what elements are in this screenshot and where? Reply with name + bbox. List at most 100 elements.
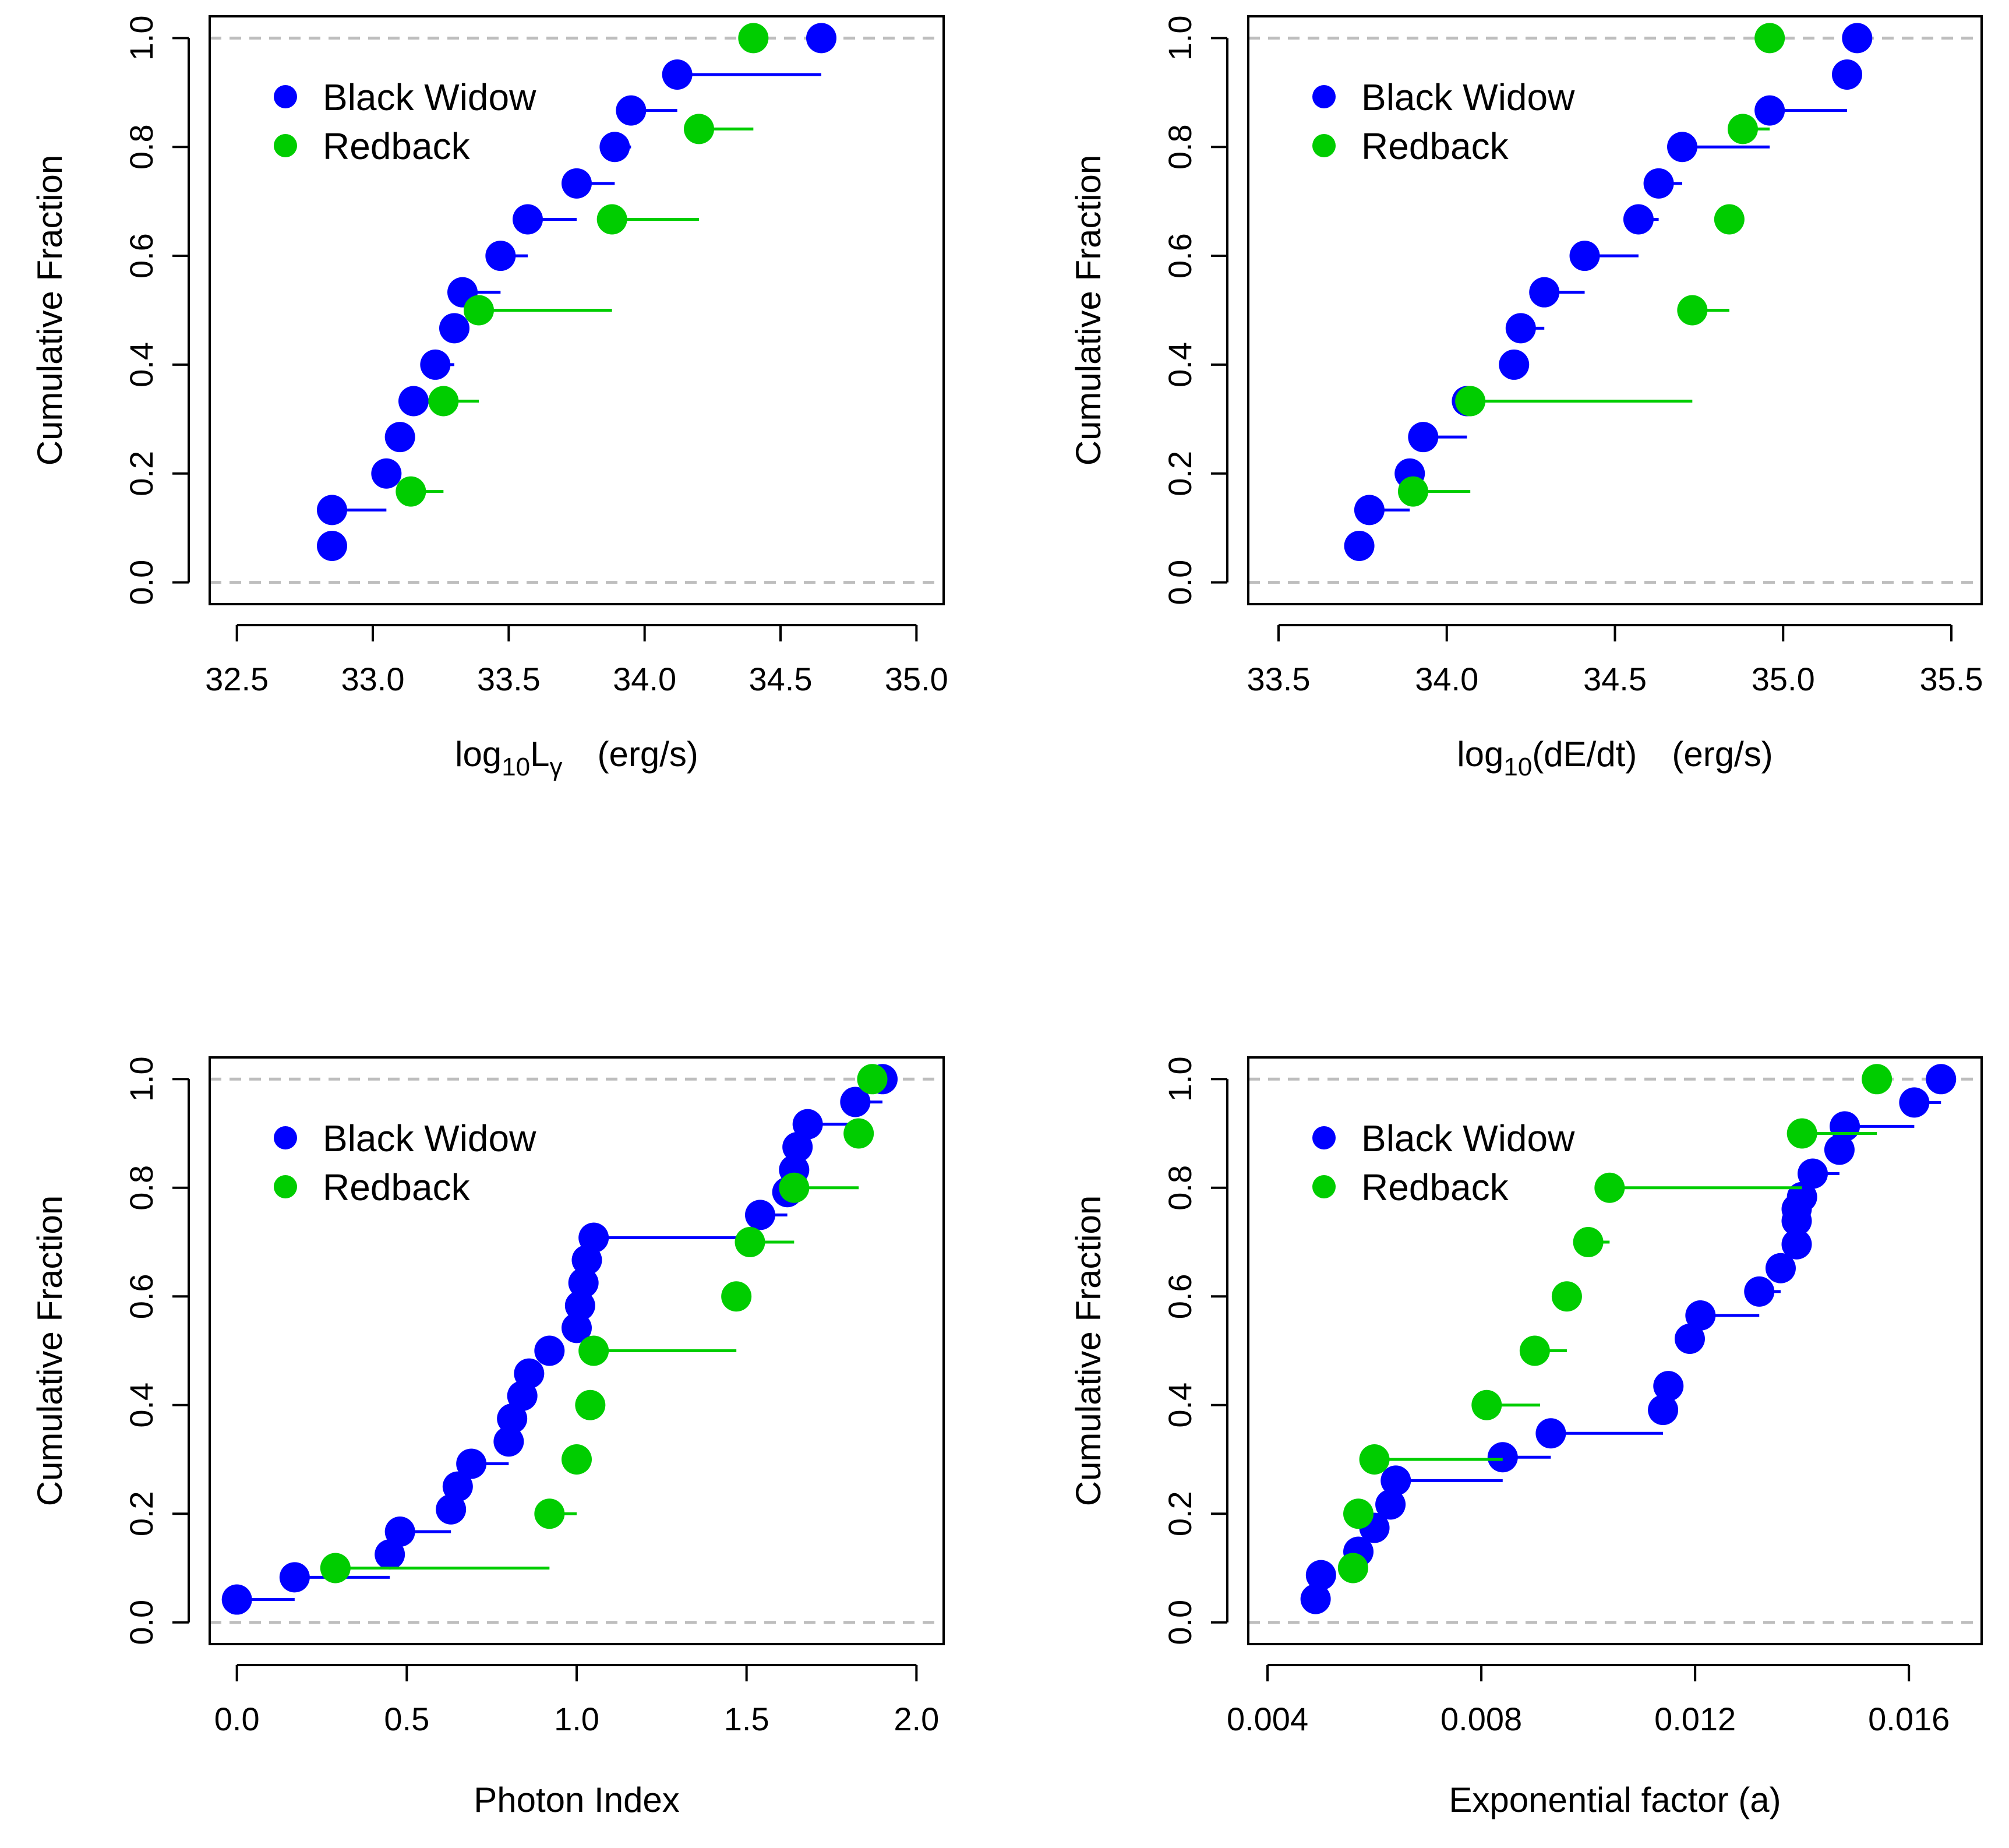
redback-point (534, 1498, 565, 1529)
black-widow-point (568, 1267, 599, 1298)
black-widow-point (1300, 1584, 1331, 1614)
x-axis-title: Photon Index (474, 1780, 680, 1819)
black-widow-point (442, 1471, 473, 1502)
redback-point (1397, 476, 1428, 507)
y-tick-label: 0.4 (1161, 342, 1198, 387)
black-widow-point (493, 1426, 524, 1457)
black-widow-point (1487, 1442, 1518, 1473)
y-tick-label: 0.2 (123, 451, 160, 496)
y-tick-label: 1.0 (1161, 15, 1198, 61)
redback-point (721, 1281, 752, 1312)
black-widow-point (317, 531, 347, 562)
redback-point (1727, 114, 1758, 144)
black-widow-point (1354, 495, 1385, 526)
legend-black-widow-label: Black Widow (323, 76, 536, 118)
x-tick-label: 1.5 (724, 1701, 769, 1737)
black-widow-point (1344, 531, 1375, 562)
black-widow-point (371, 458, 402, 489)
black-widow-point (1842, 23, 1873, 54)
x-tick-label: 34.0 (1415, 661, 1478, 697)
y-tick-label: 0.4 (123, 342, 160, 387)
y-tick-label: 0.2 (123, 1491, 160, 1536)
y-tick-label: 0.0 (123, 560, 160, 605)
y-tick-label: 0.2 (1161, 1491, 1198, 1536)
x-tick-label: 0.016 (1868, 1701, 1950, 1737)
black-widow-point (616, 95, 647, 126)
x-tick-label: 0.004 (1227, 1701, 1308, 1737)
x-tick-label: 1.0 (554, 1701, 599, 1737)
chart-panel-2: 33.5 34.0 34.5 35.0 35.5 0.0 0.2 0.4 0.6 0.8 1.0 Cu… (1069, 15, 1983, 781)
y-axis-title: Cumulative Fraction (1069, 155, 1108, 466)
legend-redback-marker (1312, 1175, 1336, 1198)
black-widow-point (1499, 349, 1530, 380)
black-widow-point (1623, 204, 1654, 235)
black-widow-point (384, 1516, 415, 1547)
redback-point (575, 1389, 606, 1420)
x-axis-title-log: log (455, 735, 502, 774)
legend-redback-marker (274, 134, 297, 157)
chart-panel-1: 32.5 33.0 33.5 34.0 34.5 35.0 0.0 0.2 0.4 0.6 0.8 1… (30, 15, 948, 781)
black-widow-point (599, 132, 630, 163)
x-tick-label: 34.0 (613, 661, 676, 697)
x-tick-label: 34.5 (749, 661, 813, 697)
y-tick-label: 0.0 (1161, 560, 1198, 605)
x-axis-title-subscript: 10 (1503, 753, 1532, 781)
x-tick-label: 2.0 (894, 1701, 939, 1737)
x-tick-label: 34.5 (1583, 661, 1647, 697)
y-tick-label: 0.8 (1161, 1165, 1198, 1211)
black-widow-point (497, 1403, 528, 1434)
x-tick-label: 0.012 (1654, 1701, 1736, 1737)
x-axis-title-quantity: Exponential factor (a) (1449, 1780, 1781, 1819)
plot-frame (209, 15, 945, 605)
y-tick-label: 0.8 (1161, 124, 1198, 170)
y-axis-title: Cumulative Fraction (30, 1195, 69, 1507)
black-widow-point (1408, 422, 1439, 453)
y-tick-label: 0.6 (123, 233, 160, 278)
black-widow-point (513, 204, 543, 235)
black-widow-point (1781, 1229, 1812, 1260)
black-widow-point (1926, 1064, 1957, 1095)
black-widow-point (456, 1448, 487, 1479)
black-widow-point (662, 59, 693, 90)
y-tick-label: 0.4 (123, 1383, 160, 1428)
y-tick-label: 0.8 (123, 1165, 160, 1211)
redback-point (464, 295, 494, 326)
redback-point (857, 1064, 888, 1095)
black-widow-point (534, 1335, 565, 1366)
x-axis-title: Exponential factor (a) (1449, 1780, 1781, 1819)
black-widow-point (562, 1313, 592, 1343)
black-widow-point (1798, 1158, 1828, 1189)
black-widow-point (1786, 1182, 1817, 1212)
redback-point (735, 1227, 765, 1258)
x-tick-label: 33.5 (1247, 661, 1310, 697)
legend-redback-label: Redback (1361, 125, 1509, 167)
redback-point (1359, 1444, 1390, 1475)
x-tick-label: 35.0 (1752, 661, 1815, 697)
x-tick-label: 35.0 (885, 661, 948, 697)
y-tick-label: 0.2 (1161, 451, 1198, 496)
redback-point (1551, 1281, 1582, 1312)
legend-black-widow-marker (274, 85, 297, 108)
black-widow-point (439, 313, 469, 344)
x-tick-label: 0.5 (384, 1701, 429, 1737)
redback-point (320, 1553, 351, 1584)
x-axis-title-log: log (1457, 735, 1503, 774)
y-axis-title: Cumulative Fraction (30, 155, 69, 466)
x-tick-label: 33.0 (341, 661, 405, 697)
black-widow-point (1667, 132, 1698, 163)
black-widow-point (782, 1131, 813, 1162)
black-widow-point (384, 422, 415, 453)
redback-point (1471, 1389, 1502, 1420)
black-widow-point (564, 1290, 595, 1321)
x-tick-label: 35.5 (1920, 661, 1983, 697)
legend-black-widow-marker (1312, 85, 1336, 108)
legend-redback-label: Redback (323, 125, 471, 167)
x-axis-title-quantity: Photon Index (474, 1780, 680, 1819)
black-widow-point (398, 386, 429, 417)
x-axis-title-unit: (erg/s) (1672, 735, 1773, 774)
black-widow-point (1824, 1134, 1855, 1165)
black-widow-point (1765, 1253, 1796, 1283)
redback-point (596, 204, 627, 235)
